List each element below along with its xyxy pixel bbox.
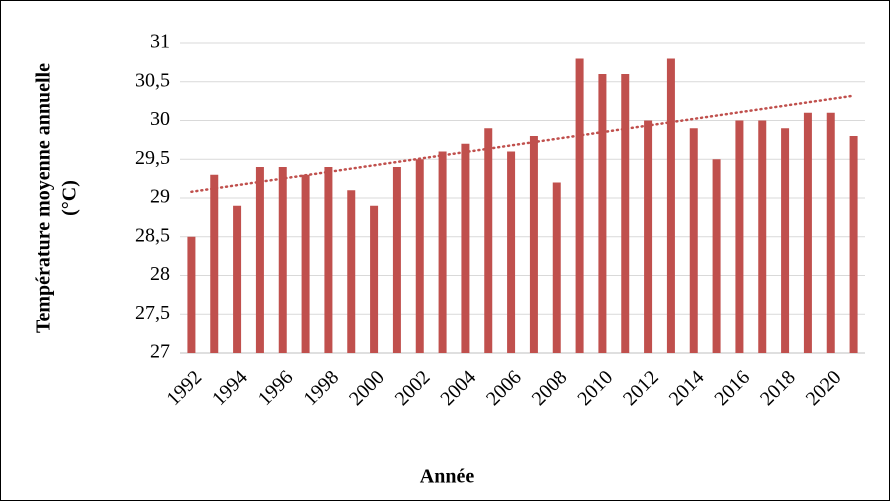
bar <box>644 120 653 353</box>
bar <box>712 159 721 353</box>
bar <box>552 182 561 353</box>
y-tick-label: 27,5 <box>135 302 170 324</box>
bar <box>301 174 310 353</box>
y-axis-title: Température moyenne annuelle (°C) <box>33 63 81 333</box>
bar <box>621 74 630 353</box>
y-tick-label: 27 <box>150 341 170 363</box>
bar <box>278 167 287 353</box>
bar <box>415 159 424 353</box>
bar <box>735 120 744 353</box>
bar <box>324 167 333 353</box>
bar <box>598 74 607 353</box>
bar <box>347 190 356 353</box>
bar <box>187 236 196 353</box>
y-axis-title-line: (°C) <box>59 180 81 216</box>
bar <box>781 128 790 353</box>
bar <box>666 58 675 353</box>
bar <box>826 112 835 353</box>
bar <box>484 128 493 353</box>
x-axis-title: Année <box>420 466 475 488</box>
y-tick-label: 28 <box>150 263 170 285</box>
trendline <box>190 94 855 194</box>
bar <box>255 167 264 353</box>
y-tick-label: 31 <box>150 31 170 53</box>
bar <box>233 205 242 353</box>
y-tick-label: 29,5 <box>135 147 170 169</box>
y-axis-title-line: Température moyenne annuelle <box>33 63 55 333</box>
bar <box>392 167 401 353</box>
bar <box>849 136 858 353</box>
bar <box>438 151 447 353</box>
bar <box>758 120 767 353</box>
bar <box>507 151 516 353</box>
bar <box>461 143 470 353</box>
bar <box>210 174 219 353</box>
bar <box>689 128 698 353</box>
y-tick-label: 29 <box>150 186 170 208</box>
bar <box>803 112 812 353</box>
y-tick-label: 30,5 <box>135 69 170 91</box>
y-tick-label: 28,5 <box>135 224 170 246</box>
bar <box>529 136 538 353</box>
bar <box>370 205 379 353</box>
y-tick-label: 30 <box>150 108 170 130</box>
bar <box>575 58 584 353</box>
